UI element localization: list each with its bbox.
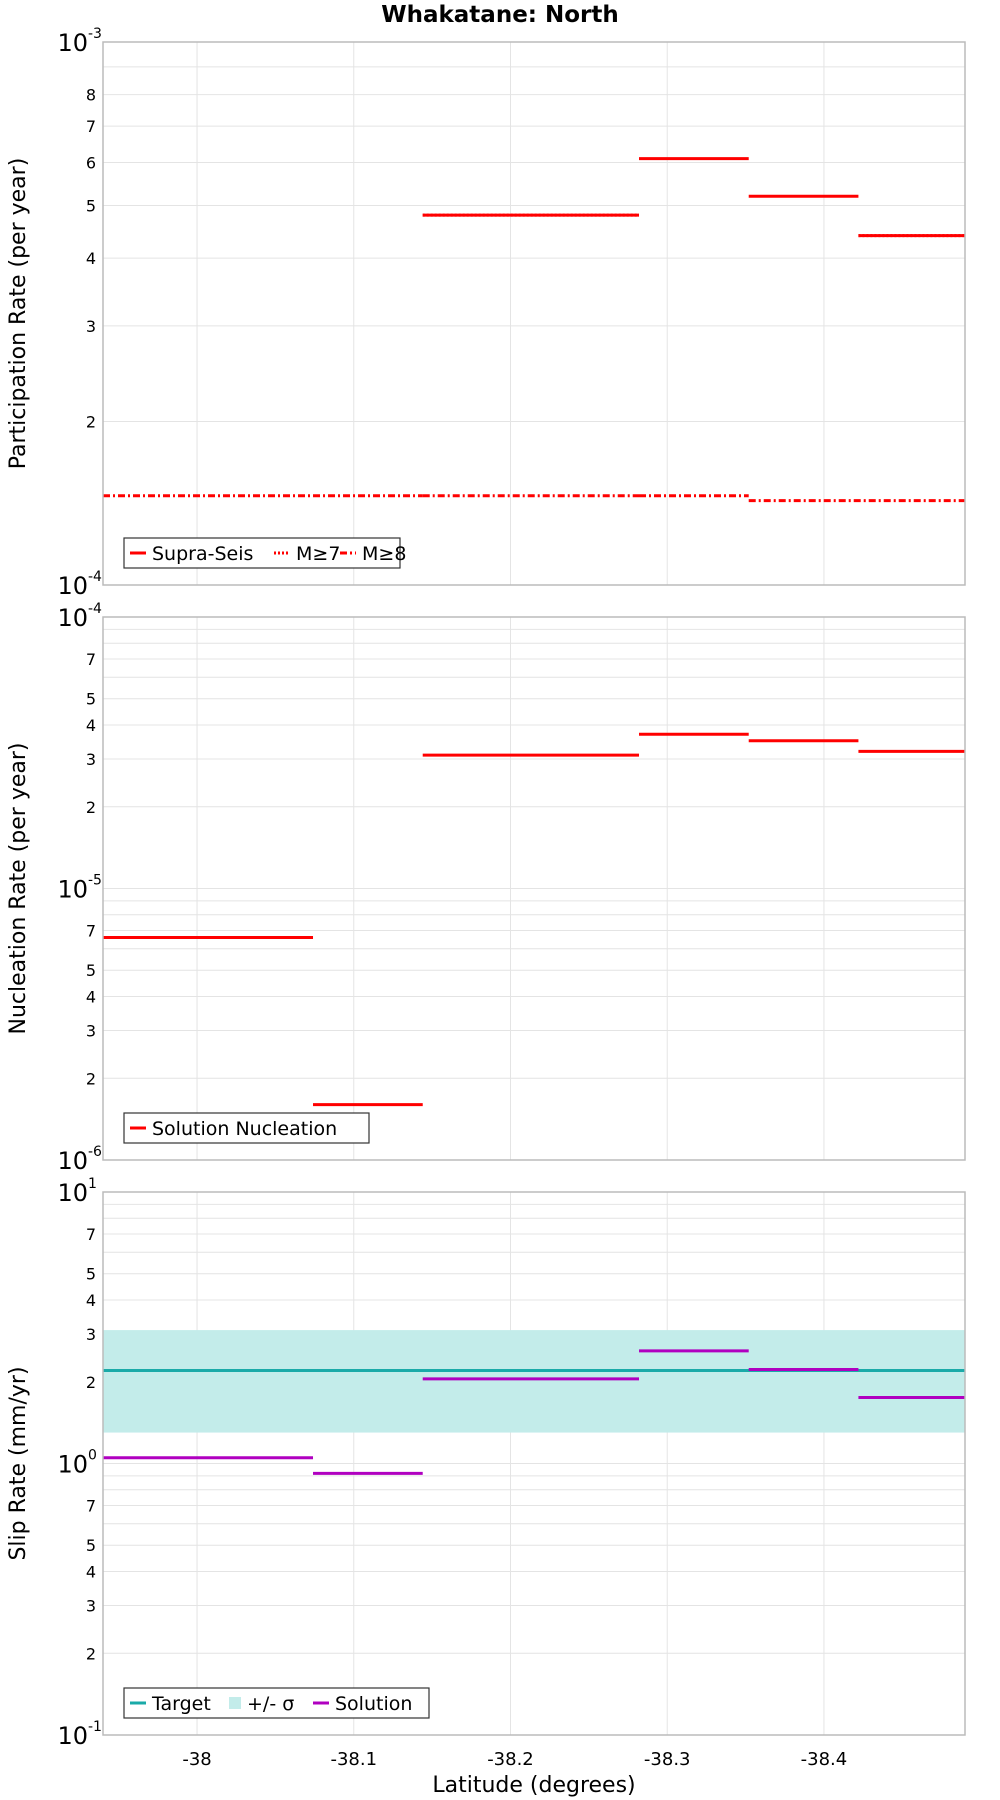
y-tick-exponent: -5 <box>88 873 102 889</box>
y-tick-exponent: 1 <box>88 1176 97 1192</box>
chart-title: Whakatane: North <box>381 2 619 28</box>
y-major-tick-label: 10 <box>57 1451 88 1479</box>
y-minor-tick-label: 3 <box>86 1596 96 1615</box>
legend-label: Supra-Seis <box>152 543 253 565</box>
legend-box <box>123 537 401 569</box>
y-major-tick-label: 10 <box>57 29 88 57</box>
legend-label: M≥8 <box>362 543 406 565</box>
x-tick-label: -38.2 <box>487 1749 534 1770</box>
y-minor-tick-label: 4 <box>86 716 96 735</box>
legend-box <box>123 1112 370 1144</box>
y-major-tick-label: 10 <box>57 572 88 600</box>
plot-frame <box>102 616 966 1161</box>
y-minor-tick-label: 4 <box>86 249 96 268</box>
legend-label: +/- σ <box>247 1693 294 1715</box>
plot-frame <box>102 1191 966 1736</box>
x-axis-label: Latitude (degrees) <box>432 1773 635 1798</box>
x-tick-label: -38.3 <box>644 1749 691 1770</box>
y-minor-tick-label: 7 <box>86 1497 96 1516</box>
y-major-tick-label: 10 <box>57 1147 88 1175</box>
y-minor-tick-label: 3 <box>86 750 96 769</box>
y-major-tick-label: 10 <box>57 876 88 904</box>
plot-frame <box>102 41 966 586</box>
y-tick-exponent: 0 <box>88 1448 97 1464</box>
x-tick-label: -38.1 <box>330 1749 377 1770</box>
x-tick-label: -38 <box>182 1749 211 1770</box>
legend-swatch-band <box>229 1697 241 1709</box>
y-minor-tick-label: 7 <box>86 117 96 136</box>
y-minor-tick-label: 7 <box>86 1225 96 1244</box>
y-major-tick-label: 10 <box>57 1179 88 1207</box>
y-minor-tick-label: 5 <box>86 1265 96 1284</box>
y-minor-tick-label: 2 <box>86 798 96 817</box>
legend: Supra-Seis M≥7 M≥8 <box>123 537 406 569</box>
legend-label: Solution Nucleation <box>152 1118 337 1140</box>
y-minor-tick-label: 2 <box>86 1069 96 1088</box>
y-minor-tick-label: 7 <box>86 922 96 941</box>
plot-area <box>103 42 965 585</box>
legend-box <box>123 1687 430 1719</box>
y-minor-tick-label: 7 <box>86 650 96 669</box>
y-axis-label: Participation Rate (per year) <box>6 158 31 470</box>
y-minor-tick-label: 5 <box>86 961 96 980</box>
sigma-band <box>103 1330 965 1433</box>
y-tick-exponent: -4 <box>88 601 102 617</box>
y-minor-tick-label: 4 <box>86 1291 96 1310</box>
y-minor-tick-label: 2 <box>86 1373 96 1392</box>
x-tick-label: -38.4 <box>801 1749 848 1770</box>
y-minor-tick-label: 6 <box>86 153 96 172</box>
y-minor-tick-label: 3 <box>86 1325 96 1344</box>
y-tick-exponent: -6 <box>88 1144 102 1160</box>
y-axis-label: Slip Rate (mm/yr) <box>6 1366 31 1560</box>
y-minor-tick-label: 4 <box>86 988 96 1007</box>
legend: Target +/- σ Solution <box>123 1687 430 1719</box>
legend-label: Target <box>151 1693 211 1715</box>
y-minor-tick-label: 5 <box>86 690 96 709</box>
legend: Solution Nucleation <box>123 1112 370 1144</box>
y-major-tick-label: 10 <box>57 1722 88 1750</box>
legend-label: M≥7 <box>296 543 340 565</box>
y-axis-label: Nucleation Rate (per year) <box>6 743 31 1035</box>
y-tick-exponent: -1 <box>88 1719 102 1735</box>
y-minor-tick-label: 2 <box>86 1644 96 1663</box>
y-minor-tick-label: 4 <box>86 1563 96 1582</box>
legend-label: Solution <box>335 1693 412 1715</box>
y-minor-tick-label: 2 <box>86 413 96 432</box>
y-minor-tick-label: 5 <box>86 1536 96 1555</box>
y-minor-tick-label: 8 <box>86 86 96 105</box>
y-major-tick-label: 10 <box>57 604 88 632</box>
y-minor-tick-label: 5 <box>86 196 96 215</box>
y-tick-exponent: -3 <box>88 26 102 42</box>
y-tick-exponent: -4 <box>88 569 102 585</box>
y-minor-tick-label: 3 <box>86 1021 96 1040</box>
y-minor-tick-label: 3 <box>86 317 96 336</box>
